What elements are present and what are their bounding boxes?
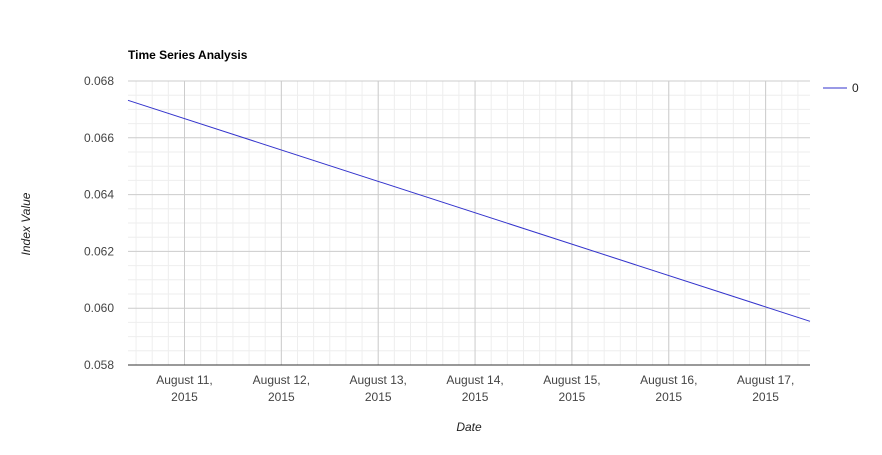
x-tick-label: August 13, bbox=[350, 373, 407, 387]
x-tick-label: August 15, bbox=[543, 373, 600, 387]
x-tick-label: August 17, bbox=[737, 373, 794, 387]
x-tick-label: 2015 bbox=[365, 390, 392, 404]
x-tick-label: 2015 bbox=[268, 390, 295, 404]
x-tick-label: 2015 bbox=[462, 390, 489, 404]
y-tick-label: 0.062 bbox=[84, 244, 114, 258]
y-axis-title: Index Value bbox=[19, 192, 33, 255]
chart-title: Time Series Analysis bbox=[128, 48, 248, 62]
series-line-0 bbox=[127, 99, 811, 322]
x-tick-label: 2015 bbox=[752, 390, 779, 404]
y-axis-ticks: 0.068 0.066 0.064 0.062 0.060 0.058 bbox=[84, 74, 114, 372]
y-tick-label: 0.064 bbox=[84, 188, 114, 202]
x-tick-label: August 16, bbox=[640, 373, 697, 387]
y-tick-label: 0.066 bbox=[84, 131, 114, 145]
y-tick-label: 0.060 bbox=[84, 301, 114, 315]
minor-gridlines bbox=[128, 81, 810, 365]
major-gridlines bbox=[128, 80, 810, 365]
x-tick-label: August 14, bbox=[446, 373, 503, 387]
series-layer bbox=[127, 99, 811, 322]
y-tick-label: 0.058 bbox=[84, 358, 114, 372]
x-tick-label: August 12, bbox=[253, 373, 310, 387]
legend-label: 0 bbox=[852, 81, 859, 95]
y-tick-label: 0.068 bbox=[84, 74, 114, 88]
x-tick-label: 2015 bbox=[655, 390, 682, 404]
x-tick-label: 2015 bbox=[559, 390, 586, 404]
x-axis-title: Date bbox=[456, 420, 482, 434]
x-axis-ticks: August 11, 2015 August 12, 2015 August 13, 20… bbox=[156, 373, 794, 404]
x-tick-label: August 11, bbox=[156, 373, 212, 387]
x-tick-label: 2015 bbox=[171, 390, 198, 404]
legend[interactable]: 0 bbox=[823, 81, 859, 95]
